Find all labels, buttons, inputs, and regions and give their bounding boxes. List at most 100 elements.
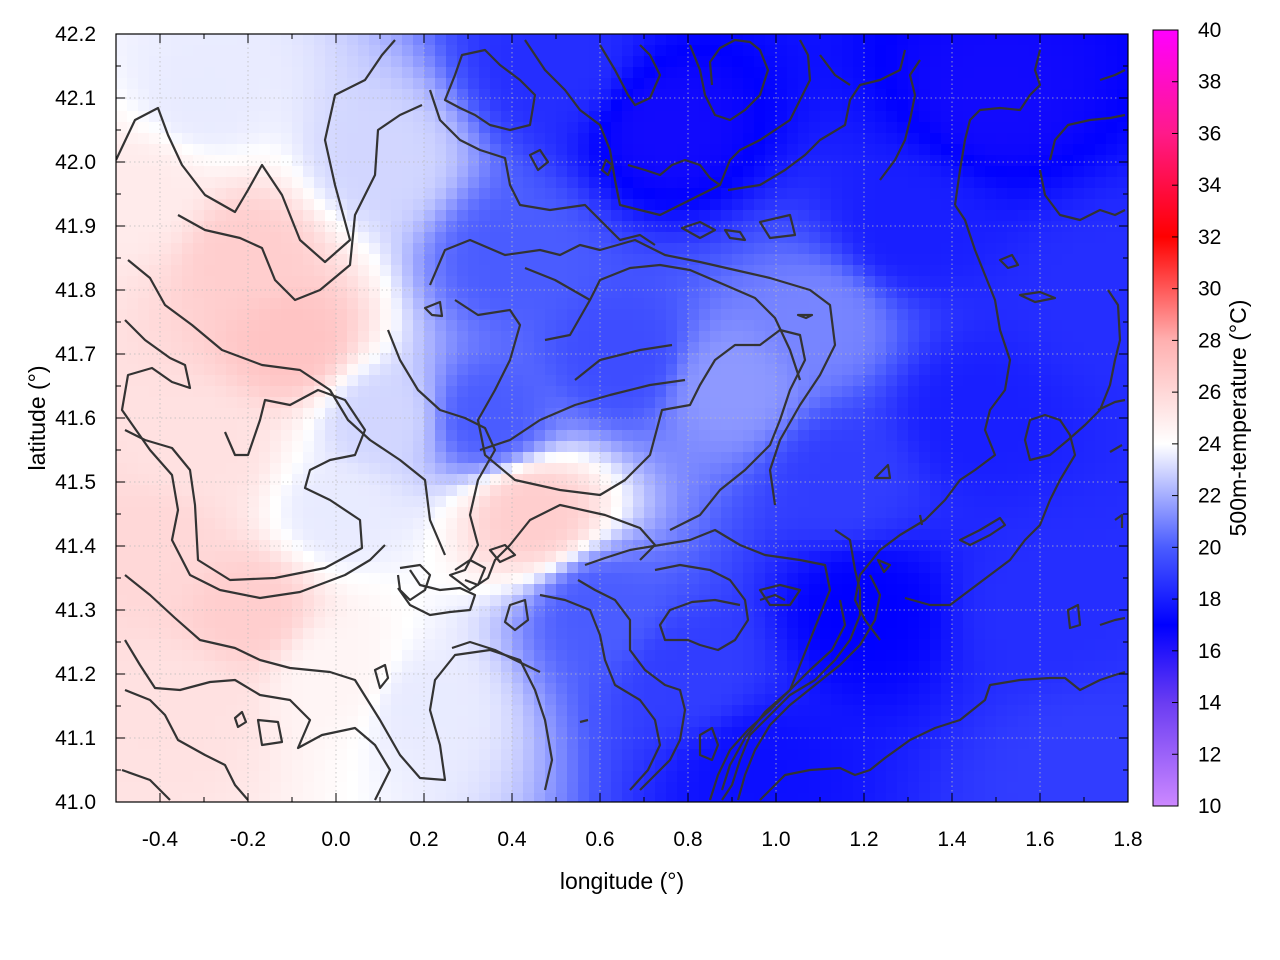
heatmap-cell	[886, 430, 898, 442]
heatmap-cell	[1007, 342, 1019, 354]
heatmap-cell	[1073, 287, 1085, 299]
heatmap-cell	[534, 617, 546, 629]
heatmap-cell	[721, 617, 733, 629]
heatmap-cell	[204, 309, 216, 321]
heatmap-cell	[248, 276, 260, 288]
heatmap-cell	[831, 606, 843, 618]
heatmap-cell	[1084, 133, 1096, 145]
heatmap-cell	[919, 133, 931, 145]
heatmap-cell	[292, 78, 304, 90]
heatmap-cell	[468, 199, 480, 211]
heatmap-cell	[413, 221, 425, 233]
heatmap-cell	[281, 408, 293, 420]
heatmap-cell	[171, 606, 183, 618]
heatmap-cell	[259, 584, 271, 596]
heatmap-cell	[292, 67, 304, 79]
heatmap-cell	[347, 408, 359, 420]
heatmap-cell	[512, 364, 524, 376]
heatmap-cell	[567, 221, 579, 233]
heatmap-cell	[446, 144, 458, 156]
heatmap-cell	[435, 529, 447, 541]
heatmap-cell	[963, 386, 975, 398]
heatmap-cell	[358, 309, 370, 321]
heatmap-cell	[182, 221, 194, 233]
heatmap-cell	[270, 287, 282, 299]
heatmap-cell	[160, 496, 172, 508]
heatmap-cell	[193, 78, 205, 90]
heatmap-cell	[699, 309, 711, 321]
heatmap-cell	[358, 474, 370, 486]
heatmap-cell	[1018, 529, 1030, 541]
heatmap-cell	[963, 562, 975, 574]
heatmap-cell	[655, 199, 667, 211]
heatmap-cell	[644, 474, 656, 486]
heatmap-cell	[369, 430, 381, 442]
heatmap-cell	[193, 276, 205, 288]
heatmap-cell	[732, 232, 744, 244]
heatmap-cell	[534, 364, 546, 376]
heatmap-cell	[182, 419, 194, 431]
heatmap-cell	[402, 177, 414, 189]
heatmap-cell	[457, 111, 469, 123]
heatmap-cell	[1106, 199, 1118, 211]
heatmap-cell	[776, 221, 788, 233]
heatmap-cell	[919, 397, 931, 409]
heatmap-cell	[1073, 595, 1085, 607]
heatmap-cell	[270, 34, 282, 46]
heatmap-cell	[358, 452, 370, 464]
heatmap-cell	[138, 430, 150, 442]
heatmap-cell	[985, 254, 997, 266]
heatmap-cell	[1007, 298, 1019, 310]
heatmap-cell	[974, 199, 986, 211]
heatmap-cell	[171, 100, 183, 112]
heatmap-cell	[996, 78, 1008, 90]
heatmap-cell	[215, 463, 227, 475]
heatmap-cell	[963, 617, 975, 629]
heatmap-cell	[1051, 507, 1063, 519]
heatmap-cell	[688, 485, 700, 497]
heatmap-cell	[270, 100, 282, 112]
heatmap-cell	[644, 507, 656, 519]
heatmap-cell	[644, 232, 656, 244]
heatmap-cell	[732, 364, 744, 376]
heatmap-cell	[303, 474, 315, 486]
heatmap-cell	[919, 331, 931, 343]
heatmap-cell	[171, 67, 183, 79]
heatmap-cell	[1029, 408, 1041, 420]
heatmap-cell	[1106, 617, 1118, 629]
heatmap-cell	[589, 298, 601, 310]
heatmap-cell	[1084, 386, 1096, 398]
heatmap-cell	[1073, 232, 1085, 244]
heatmap-cell	[567, 375, 579, 387]
heatmap-cell	[633, 419, 645, 431]
heatmap-cell	[435, 606, 447, 618]
heatmap-cell	[699, 617, 711, 629]
heatmap-cell	[193, 529, 205, 541]
heatmap-cell	[1062, 122, 1074, 134]
heatmap-cell	[226, 628, 238, 640]
heatmap-cell	[446, 34, 458, 46]
heatmap-cell	[919, 353, 931, 365]
heatmap-cell	[919, 419, 931, 431]
heatmap-cell	[468, 265, 480, 277]
heatmap-cell	[886, 496, 898, 508]
heatmap-cell	[666, 177, 678, 189]
heatmap-cell	[853, 254, 865, 266]
heatmap-cell	[149, 584, 161, 596]
heatmap-cell	[721, 419, 733, 431]
heatmap-cell	[490, 122, 502, 134]
heatmap-cell	[391, 364, 403, 376]
heatmap-cell	[1073, 265, 1085, 277]
heatmap-cell	[908, 254, 920, 266]
heatmap-cell	[380, 617, 392, 629]
heatmap-cell	[963, 606, 975, 618]
heatmap-cell	[369, 364, 381, 376]
heatmap-cell	[556, 507, 568, 519]
heatmap-cell	[281, 441, 293, 453]
heatmap-cell	[974, 507, 986, 519]
heatmap-cell	[897, 122, 909, 134]
heatmap-cell	[182, 243, 194, 255]
heatmap-cell	[732, 111, 744, 123]
heatmap-cell	[996, 298, 1008, 310]
heatmap-cell	[710, 529, 722, 541]
